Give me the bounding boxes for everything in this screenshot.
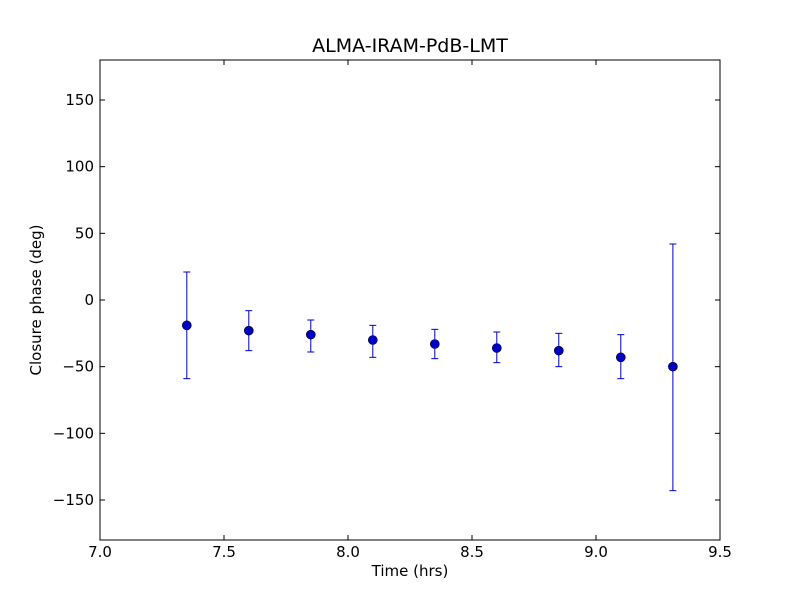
x-tick-label: 9.5 [708,543,732,561]
x-tick-label: 8.0 [336,543,360,561]
x-tick-label: 9.0 [584,543,608,561]
data-point [182,320,192,331]
plot-area: 7.0 7.5 8.0 8.5 9.0 9.5 150 100 50 0 −50 −100 −150 [53,59,732,561]
y-tick-label: −150 [53,491,94,509]
data-point [305,329,316,340]
data-point [553,345,564,356]
x-tick-label: 7.5 [212,543,236,561]
y-tick-label: 0 [84,291,94,309]
y-tick-label: 100 [65,158,94,176]
y-axis-label: Closure phase (deg) [27,225,45,376]
data-point [429,339,440,349]
data-point [244,325,254,336]
data-point [615,352,626,363]
y-tick-label: −100 [53,424,94,442]
data-point [367,335,378,345]
data-point [668,361,678,372]
x-tick-label: 8.5 [460,543,484,561]
y-tick-label: −50 [62,358,94,376]
x-tick-label: 7.0 [88,543,112,561]
y-tick-label: 150 [65,91,94,109]
data-point [491,343,502,353]
x-axis-label: Time (hrs) [371,562,449,580]
y-tick-label: 50 [75,224,94,242]
chart-title: ALMA-IRAM-PdB-LMT [312,35,508,57]
